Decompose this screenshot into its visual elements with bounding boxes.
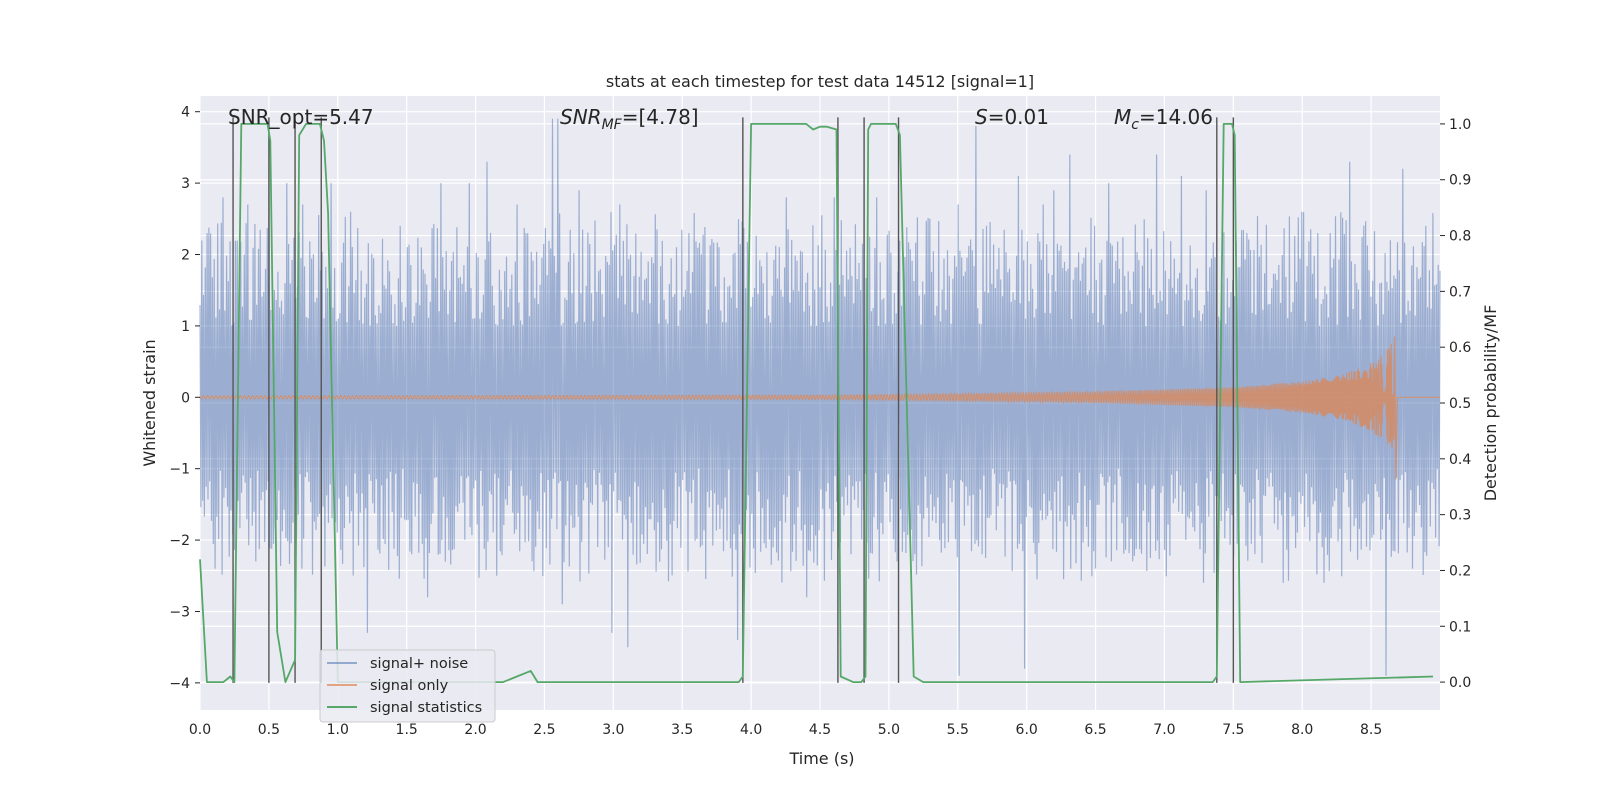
y-left-tick-label: −3 [169,604,190,620]
x-tick-label: 2.5 [533,722,555,738]
x-tick-label: 2.0 [464,722,486,738]
x-tick-label: 1.0 [327,722,349,738]
signal-statistics-series [199,123,1434,683]
y-right-tick-label: 0.6 [1449,340,1471,356]
legend-label-signal-noise: signal+ noise [370,656,468,672]
annotation-snr-mf: SNRMF=[4.78] [560,105,699,133]
annotation-snr-opt: SNR_opt=5.47 [228,105,374,129]
y-left-tick-label: 1 [181,319,190,335]
y-left-tick-label: −4 [169,676,190,692]
y-right-tick-label: 0.9 [1449,173,1471,189]
y-right-tick-label: 0.8 [1449,229,1471,245]
annotation-s-value: S=0.01 [975,105,1049,129]
x-tick-label: 8.0 [1291,722,1313,738]
signal-only-series [199,336,1440,480]
x-tick-label: 7.5 [1222,722,1244,738]
y-right-tick-label: 0.4 [1449,452,1471,468]
legend-label-signal-statistics: signal statistics [370,700,482,716]
x-tick-label: 5.0 [878,722,900,738]
x-tick-label: 3.0 [602,722,624,738]
y-left-tick-label: 0 [181,390,190,406]
y-right-tick-label: 0.0 [1449,675,1471,691]
x-axis-label: Time (s) [788,749,854,768]
y-right-tick-label: 0.1 [1449,619,1471,635]
y-left-tick-label: −2 [169,533,190,549]
x-tick-label: 1.5 [396,722,418,738]
x-tick-label: 8.5 [1360,722,1382,738]
x-tick-label: 4.5 [809,722,831,738]
chart-title: stats at each timestep for test data 145… [606,72,1034,91]
y-right-tick-label: 0.2 [1449,563,1471,579]
legend: signal+ noise signal only signal statist… [319,649,496,723]
y-axis-label-left: Whitened strain [140,339,159,466]
x-tick-label: 5.5 [947,722,969,738]
signal-statistics-line [199,123,1434,683]
x-tick-label: 0.0 [189,722,211,738]
x-tick-label: 4.0 [740,722,762,738]
x-tick-label: 6.0 [1016,722,1038,738]
x-tick-label: 3.5 [671,722,693,738]
legend-label-signal-only: signal only [370,678,449,694]
x-tick-label: 7.0 [1153,722,1175,738]
vertical-markers [232,117,1235,683]
y-right-tick-label: 0.5 [1449,396,1471,412]
legend-box [319,649,496,723]
y-right-tick-label: 1.0 [1449,117,1471,133]
y-left-tick-label: 3 [181,176,190,192]
y-axis-label-right: Detection probability/MF [1481,305,1500,502]
x-tick-label: 0.5 [258,722,280,738]
y-left-tick-label: −1 [169,462,190,478]
y-right-tick-label: 0.7 [1449,284,1471,300]
signal-only-line [199,336,1440,480]
y-right-tick-label: 0.3 [1449,508,1471,524]
tick-labels: 0.0 0.5 1.0 1.5 2.0 2.5 3.0 3.5 4.0 4.5 5.0 5.5 6.0 6… [169,105,1471,738]
y-left-tick-label: 2 [181,247,190,263]
y-left-tick-label: 4 [181,105,190,121]
x-tick-label: 6.5 [1084,722,1106,738]
annotation-chirp-mass: Mc=14.06 [1114,105,1213,133]
